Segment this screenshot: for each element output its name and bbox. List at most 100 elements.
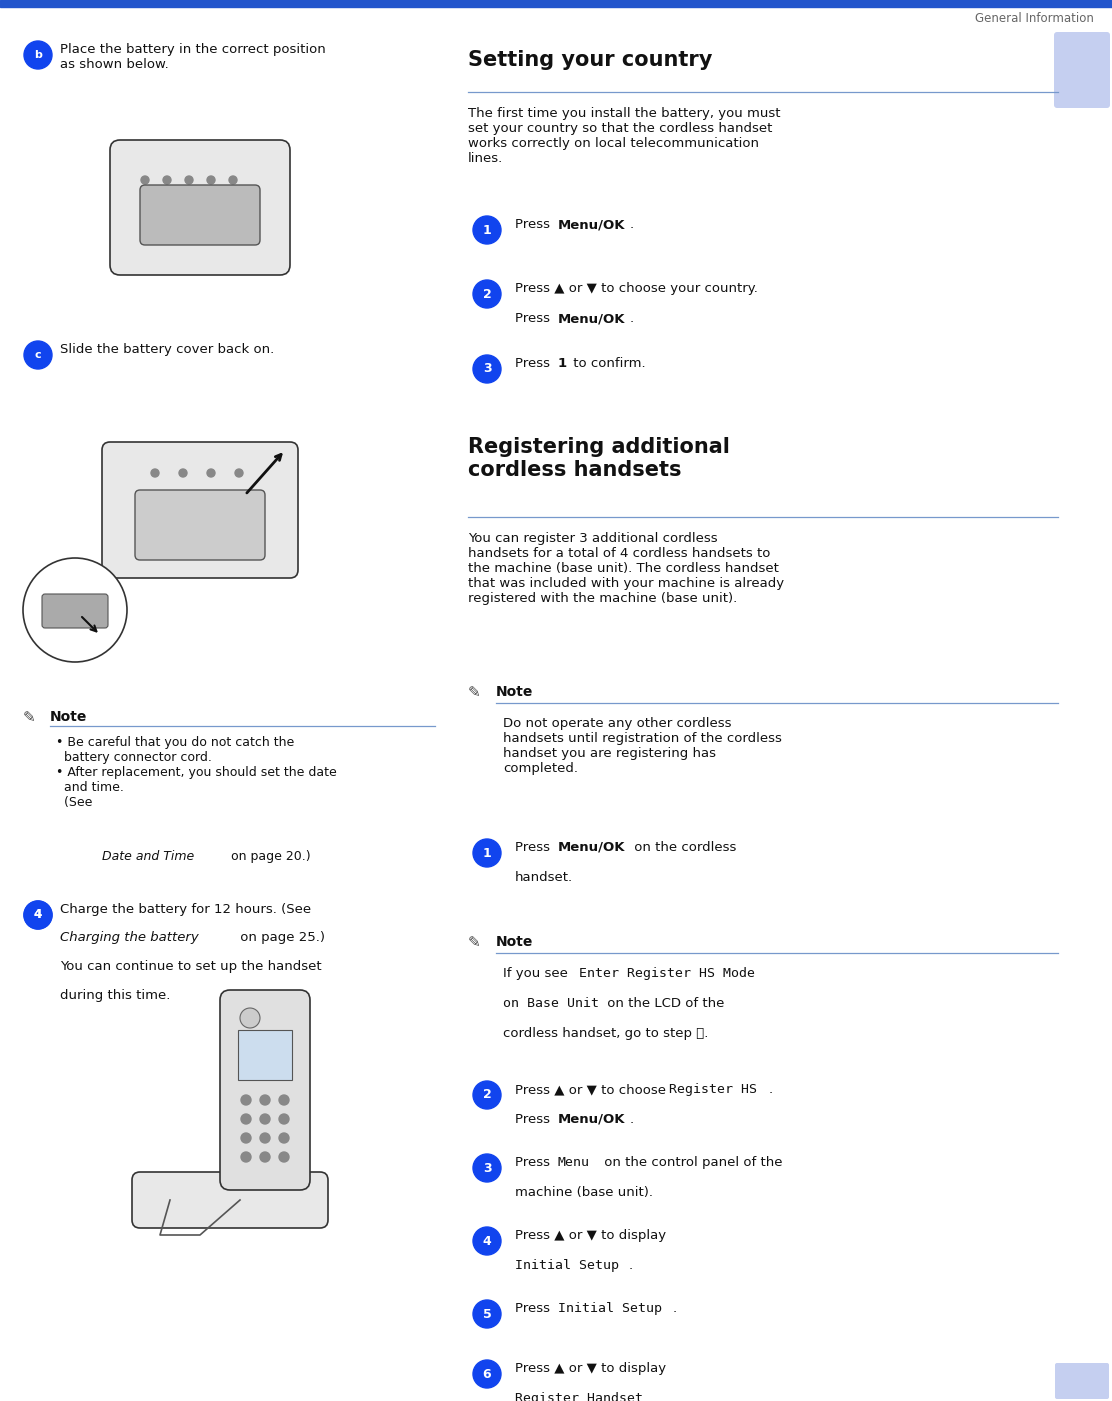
Text: .: . — [631, 219, 634, 231]
Circle shape — [241, 1152, 251, 1161]
Text: on page 25.): on page 25.) — [236, 932, 325, 944]
FancyBboxPatch shape — [102, 441, 298, 579]
Circle shape — [151, 469, 159, 476]
Text: The first time you install the battery, you must
set your country so that the co: The first time you install the battery, … — [468, 106, 781, 165]
Circle shape — [473, 1227, 502, 1255]
Circle shape — [260, 1114, 270, 1124]
Circle shape — [207, 177, 215, 184]
Circle shape — [473, 216, 502, 244]
FancyBboxPatch shape — [1055, 1363, 1109, 1400]
Text: Press ▲ or ▼ to choose: Press ▲ or ▼ to choose — [515, 1083, 671, 1096]
Circle shape — [473, 1154, 502, 1182]
Circle shape — [23, 558, 127, 663]
Text: General Information: General Information — [975, 13, 1094, 25]
Text: on page 20.): on page 20.) — [227, 850, 310, 863]
Text: ✎: ✎ — [468, 934, 480, 950]
Circle shape — [24, 901, 52, 929]
Text: c: c — [34, 350, 41, 360]
Text: 4: 4 — [483, 1234, 492, 1247]
Text: Register HS: Register HS — [669, 1083, 757, 1096]
FancyBboxPatch shape — [135, 490, 265, 560]
Text: Registering additional
cordless handsets: Registering additional cordless handsets — [468, 437, 729, 481]
Text: Charging the battery: Charging the battery — [60, 932, 199, 944]
Text: Menu/OK: Menu/OK — [558, 219, 625, 231]
Text: Menu/OK: Menu/OK — [558, 1112, 625, 1126]
Circle shape — [260, 1133, 270, 1143]
Text: 4: 4 — [33, 908, 42, 922]
Circle shape — [241, 1133, 251, 1143]
Text: Enter Register HS Mode: Enter Register HS Mode — [579, 967, 755, 981]
Text: Do not operate any other cordless
handsets until registration of the cordless
ha: Do not operate any other cordless handse… — [503, 717, 782, 775]
Text: cordless handset, go to step ⓢ.: cordless handset, go to step ⓢ. — [503, 1027, 708, 1040]
Circle shape — [473, 839, 502, 867]
Text: 3: 3 — [483, 1161, 492, 1174]
Text: Press: Press — [515, 312, 554, 325]
Text: 4: 4 — [33, 908, 42, 922]
FancyBboxPatch shape — [132, 1173, 328, 1229]
Text: .: . — [658, 1393, 662, 1401]
Text: handset.: handset. — [515, 871, 573, 884]
Circle shape — [260, 1152, 270, 1161]
Text: Press: Press — [515, 841, 554, 855]
Text: .: . — [631, 312, 634, 325]
Text: Press ▲ or ▼ to display: Press ▲ or ▼ to display — [515, 1362, 666, 1374]
FancyBboxPatch shape — [42, 594, 108, 628]
Text: Register Handset: Register Handset — [515, 1393, 643, 1401]
Text: on Base Unit: on Base Unit — [503, 998, 599, 1010]
Text: Press ▲ or ▼ to display: Press ▲ or ▼ to display — [515, 1229, 666, 1243]
Text: You can register 3 additional cordless
handsets for a total of 4 cordless handse: You can register 3 additional cordless h… — [468, 532, 784, 605]
Circle shape — [279, 1114, 289, 1124]
Circle shape — [241, 1114, 251, 1124]
Circle shape — [163, 177, 171, 184]
Text: Note: Note — [496, 934, 534, 948]
Text: • Be careful that you do not catch the
  battery connector cord.
• After replace: • Be careful that you do not catch the b… — [56, 736, 337, 808]
Text: Press: Press — [515, 1302, 554, 1316]
Circle shape — [279, 1096, 289, 1105]
Circle shape — [24, 340, 52, 368]
Circle shape — [260, 1096, 270, 1105]
Circle shape — [279, 1133, 289, 1143]
Text: 6: 6 — [483, 1367, 492, 1380]
Text: during this time.: during this time. — [60, 989, 170, 1002]
Text: ✎: ✎ — [23, 710, 36, 724]
Circle shape — [473, 1082, 502, 1110]
Text: .: . — [629, 1259, 633, 1272]
Circle shape — [473, 280, 502, 308]
Bar — [238, 1030, 292, 1080]
Circle shape — [241, 1096, 251, 1105]
Circle shape — [279, 1152, 289, 1161]
Circle shape — [24, 41, 52, 69]
Text: .: . — [631, 1112, 634, 1126]
Text: 1: 1 — [1074, 62, 1090, 83]
FancyBboxPatch shape — [220, 991, 310, 1189]
Text: Press: Press — [515, 219, 554, 231]
FancyBboxPatch shape — [1054, 32, 1110, 108]
Circle shape — [235, 469, 244, 476]
Bar — [0, 0, 1112, 7]
Circle shape — [141, 177, 149, 184]
Circle shape — [473, 354, 502, 382]
Circle shape — [179, 469, 187, 476]
Text: on the control panel of the: on the control panel of the — [600, 1156, 783, 1168]
Circle shape — [240, 1007, 260, 1028]
Text: Slide the battery cover back on.: Slide the battery cover back on. — [60, 343, 275, 356]
Text: 1: 1 — [483, 846, 492, 859]
FancyBboxPatch shape — [140, 185, 260, 245]
Text: ✎: ✎ — [468, 685, 480, 700]
Text: Press ▲ or ▼ to choose your country.: Press ▲ or ▼ to choose your country. — [515, 282, 758, 296]
Text: Press: Press — [515, 1112, 554, 1126]
Text: 2: 2 — [483, 1089, 492, 1101]
Text: Menu/OK: Menu/OK — [558, 312, 625, 325]
Circle shape — [24, 901, 52, 929]
Text: to confirm.: to confirm. — [569, 357, 646, 370]
Text: Press: Press — [515, 357, 554, 370]
Text: Date and Time: Date and Time — [102, 850, 195, 863]
Text: 1: 1 — [558, 357, 567, 370]
Text: Note: Note — [496, 685, 534, 699]
Text: b: b — [34, 50, 42, 60]
Text: You can continue to set up the handset: You can continue to set up the handset — [60, 960, 321, 974]
Circle shape — [207, 469, 215, 476]
Text: Initial Setup: Initial Setup — [515, 1259, 619, 1272]
Circle shape — [229, 177, 237, 184]
Text: 2: 2 — [483, 287, 492, 300]
